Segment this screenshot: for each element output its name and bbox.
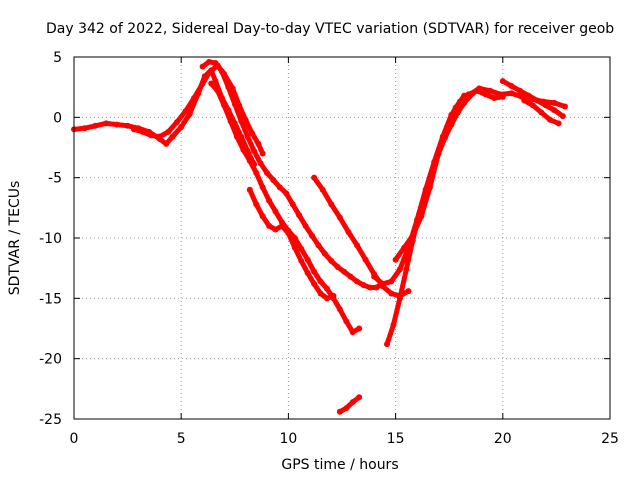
series-trace-segment — [403, 237, 416, 272]
series-arc-c — [199, 58, 386, 291]
data-point — [461, 92, 468, 99]
y-tick-label: -25 — [39, 412, 62, 428]
series-arc-e — [246, 186, 337, 302]
series-trace-segment — [397, 245, 411, 272]
chart-title: Day 342 of 2022, Sidereal Day-to-day VTE… — [46, 21, 614, 37]
data-point — [559, 113, 566, 120]
series-trace-segment — [384, 322, 396, 347]
series-trace-segment — [444, 105, 459, 130]
y-axis-label: SDTVAR / TECUs — [7, 181, 23, 296]
series-trace-segment — [397, 266, 409, 301]
series-arc-i — [392, 92, 468, 263]
series-trace-segment — [232, 101, 244, 124]
y-tick-label: -5 — [48, 171, 62, 187]
x-axis-label: GPS time / hours — [281, 457, 398, 473]
series-trace-segment — [410, 213, 424, 239]
series-arc-d — [208, 80, 363, 336]
y-tick-label: -15 — [39, 291, 62, 307]
x-tick-label: 15 — [387, 431, 405, 447]
series-trace-segment — [225, 84, 238, 107]
x-tick-label: 10 — [279, 431, 297, 447]
x-tick-label: 0 — [70, 431, 79, 447]
data-point — [330, 292, 337, 299]
y-tick-label: 5 — [53, 50, 62, 66]
series-trace-segment — [390, 295, 403, 328]
x-tick-label: 20 — [494, 431, 512, 447]
data-point — [405, 288, 412, 295]
series-trace-segment — [418, 184, 433, 219]
axis-ticks: 0 5 10 15 20 25 -25 -20 -15 -10 -5 0 5 — [39, 50, 619, 447]
grid-lines — [74, 57, 610, 419]
y-tick-label: -20 — [39, 352, 62, 368]
series-trace-segment — [435, 124, 450, 157]
x-tick-label: 25 — [601, 431, 619, 447]
series-trace-segment — [427, 151, 441, 190]
series-arc-l — [521, 97, 562, 127]
y-tick-label: 0 — [53, 110, 62, 126]
series-arc-h — [384, 90, 476, 348]
data-points — [71, 58, 568, 415]
data-point — [356, 325, 363, 332]
y-tick-label: -10 — [39, 231, 62, 247]
series-arc-k — [499, 78, 566, 120]
data-point — [561, 103, 568, 110]
series-trace-segment — [416, 189, 429, 217]
data-point — [259, 150, 266, 157]
x-tick-label: 5 — [177, 431, 186, 447]
series-arc-f — [311, 174, 412, 299]
data-point — [555, 120, 562, 127]
series-trace-segment — [230, 85, 242, 108]
data-point — [356, 394, 363, 401]
series-arc-m — [336, 394, 363, 415]
